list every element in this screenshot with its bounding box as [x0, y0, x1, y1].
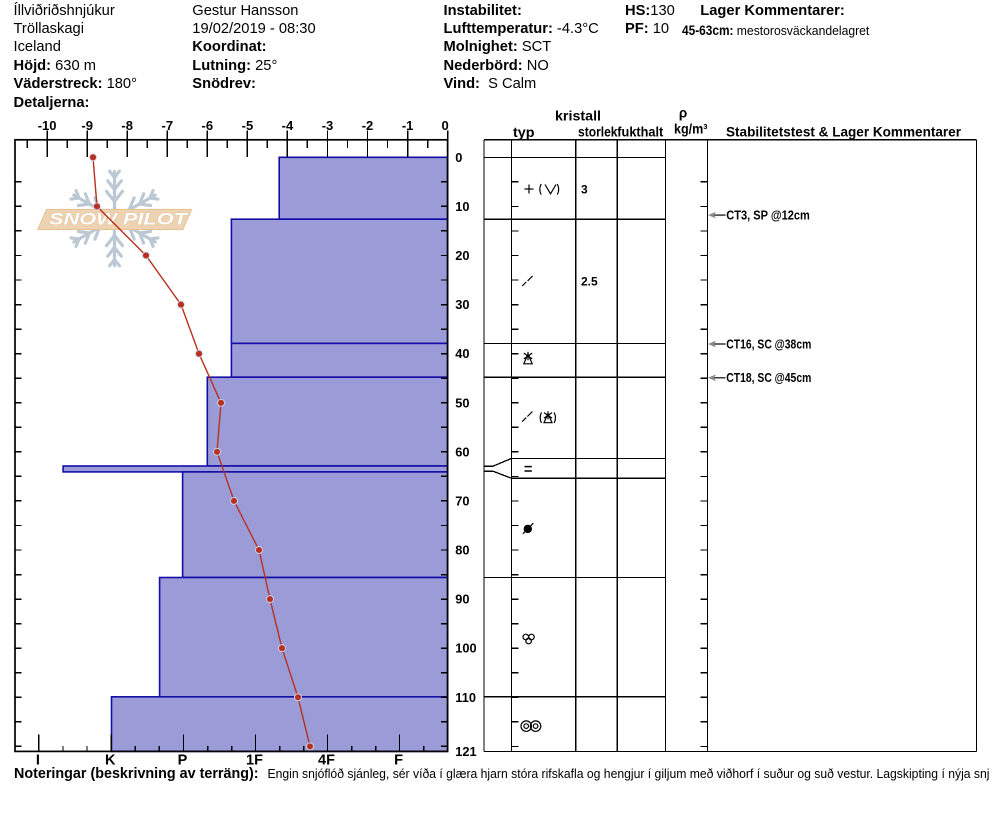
svg-text:40: 40	[455, 346, 469, 361]
svg-text:4F: 4F	[318, 752, 335, 768]
svg-text:mestorosväckandelagret: mestorosväckandelagret	[737, 23, 870, 38]
svg-text:3: 3	[581, 182, 588, 196]
svg-text:-2: -2	[362, 118, 374, 133]
svg-text:-7: -7	[162, 118, 174, 133]
svg-text:-9: -9	[81, 118, 93, 133]
svg-text:Noteringar (beskrivning av ter: Noteringar (beskrivning av terräng):	[14, 766, 259, 782]
svg-text:-10: -10	[38, 118, 57, 133]
svg-text:100: 100	[455, 641, 476, 656]
svg-text:60: 60	[455, 444, 469, 459]
svg-text:fukthalt: fukthalt	[617, 125, 663, 140]
svg-text:110: 110	[455, 690, 476, 705]
svg-text:50: 50	[455, 395, 469, 410]
svg-text:45-63cm:: 45-63cm:	[682, 23, 734, 38]
svg-text:typ: typ	[513, 125, 535, 140]
svg-text:Engin snjóflóð sjánleg, sér ví: Engin snjóflóð sjánleg, sér víða í glæra…	[268, 766, 990, 781]
svg-text:10: 10	[455, 199, 469, 214]
svg-text:80: 80	[455, 543, 469, 558]
svg-text:K: K	[105, 752, 116, 768]
svg-text:70: 70	[455, 493, 469, 508]
svg-text:90: 90	[455, 592, 469, 607]
svg-text:ρ: ρ	[679, 106, 687, 121]
svg-text:-4: -4	[282, 118, 294, 133]
svg-text:kristall: kristall	[555, 109, 601, 124]
svg-text:-8: -8	[121, 118, 133, 133]
svg-text:CT3, SP @12cm: CT3, SP @12cm	[726, 207, 810, 222]
svg-text:P: P	[178, 752, 188, 768]
svg-text:2.5: 2.5	[581, 275, 598, 289]
svg-text:storlek: storlek	[578, 125, 618, 140]
svg-text:SNOW PILOT: SNOW PILOT	[49, 210, 189, 229]
svg-text:-5: -5	[242, 118, 254, 133]
svg-text:Stabilitetstest & Lager Kommen: Stabilitetstest & Lager Kommentarer	[726, 124, 962, 140]
svg-text:-6: -6	[202, 118, 214, 133]
svg-text:CT18, SC @45cm: CT18, SC @45cm	[726, 370, 811, 385]
svg-text:1F: 1F	[246, 752, 263, 768]
svg-text:121: 121	[455, 744, 476, 759]
svg-text:CT16, SC @38cm: CT16, SC @38cm	[726, 336, 811, 351]
svg-text:-3: -3	[322, 118, 334, 133]
svg-text:kg/m³: kg/m³	[674, 122, 708, 137]
svg-text:0: 0	[441, 118, 448, 133]
svg-text:0: 0	[455, 150, 462, 165]
svg-text:-1: -1	[402, 118, 414, 133]
svg-text:20: 20	[455, 248, 469, 263]
svg-text:F: F	[394, 752, 403, 768]
svg-text:30: 30	[455, 297, 469, 312]
svg-text:I: I	[36, 752, 40, 768]
